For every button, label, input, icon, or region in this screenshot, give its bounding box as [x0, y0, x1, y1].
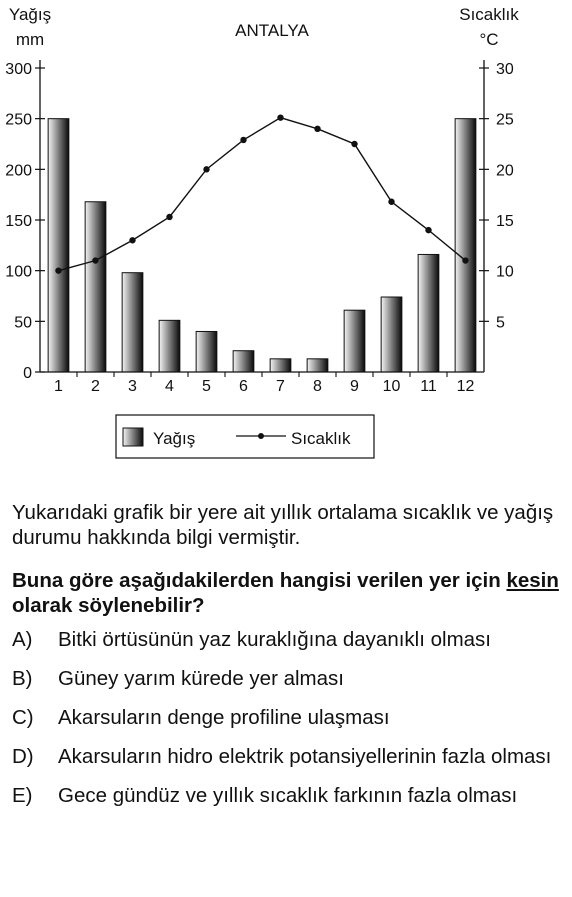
precipitation-bar — [417, 253, 440, 373]
temperature-line — [55, 114, 469, 274]
legend-line-marker — [258, 433, 264, 439]
precipitation-bar — [343, 309, 366, 373]
temperature-point — [462, 257, 469, 264]
right-tick-label: 15 — [496, 213, 514, 230]
option-letter: B) — [12, 667, 33, 690]
temperature-point — [314, 125, 321, 132]
temperature-point — [240, 136, 247, 144]
left-tick-label: 0 — [23, 365, 32, 382]
left-tick-label: 250 — [5, 112, 32, 129]
option-c[interactable]: C) Akarsuların denge profiline ulaşması — [12, 706, 568, 730]
left-axis-label-line1: Yağış — [9, 5, 51, 24]
temperature-point — [166, 213, 173, 221]
temperature-point — [55, 267, 62, 274]
left-tick-label: 100 — [5, 264, 32, 281]
temperature-point — [203, 166, 210, 173]
option-d[interactable]: D) Akarsuların hidro elektrik potansiyell… — [12, 745, 568, 769]
x-tick-label: 12 — [457, 378, 475, 395]
x-tick-label: 1 — [54, 378, 63, 395]
option-text: Bitki örtüsünün yaz kuraklığına dayanıkl… — [58, 628, 491, 651]
x-tick-label: 9 — [350, 378, 359, 395]
precipitation-bar — [454, 118, 477, 373]
x-tick-label: 4 — [165, 378, 174, 395]
x-tick-label: 10 — [383, 378, 401, 395]
x-tick-label: 2 — [91, 378, 100, 395]
precipitation-bar — [269, 358, 292, 373]
right-tick-label: 20 — [496, 162, 514, 179]
option-letter: D) — [12, 745, 34, 768]
right-tick-label: 5 — [496, 314, 505, 331]
right-axis-label-line1: Sıcaklık — [459, 5, 519, 24]
precipitation-bars — [47, 118, 477, 373]
chart-legend: Yağış Sıcaklık — [115, 414, 375, 459]
question-prompt: Buna göre aşağıdakilerden hangisi verile… — [12, 568, 568, 618]
precipitation-bar — [232, 350, 255, 373]
left-axis-label-line2: mm — [16, 30, 44, 49]
temperature-point — [351, 140, 358, 148]
precipitation-bar — [121, 272, 144, 373]
left-tick-label: 50 — [14, 314, 32, 331]
option-letter: A) — [12, 628, 33, 651]
option-text: Gece gündüz ve yıllık sıcaklık farkının … — [58, 784, 518, 807]
prompt-text-end: olarak söylenebilir? — [12, 594, 205, 617]
legend-line-label: Sıcaklık — [291, 429, 351, 448]
left-tick-label: 200 — [5, 162, 32, 179]
right-axis-label-line2: °C — [479, 30, 498, 49]
temperature-point — [388, 198, 395, 205]
legend-bar-label: Yağış — [153, 429, 195, 448]
x-tick-label: 3 — [128, 378, 137, 395]
precipitation-bar — [47, 118, 70, 373]
option-b[interactable]: B) Güney yarım kürede yer alması — [12, 667, 568, 691]
temperature-point — [129, 237, 136, 244]
temperature-point — [92, 257, 99, 264]
precipitation-bar — [84, 201, 107, 373]
x-tick-label: 7 — [276, 378, 285, 395]
right-tick-label: 10 — [496, 264, 514, 281]
temperature-polyline — [58, 116, 466, 272]
question-block: Yukarıdaki grafik bir yere ait yıllık or… — [12, 500, 568, 823]
x-tick-label: 6 — [239, 378, 248, 395]
option-a[interactable]: A) Bitki örtüsünün yaz kuraklığına dayanı… — [12, 628, 568, 652]
left-tick-label: 150 — [5, 213, 32, 230]
option-letter: C) — [12, 706, 34, 729]
option-text: Akarsuların denge profiline ulaşması — [58, 706, 390, 729]
right-tick-label: 25 — [496, 112, 514, 129]
x-tick-label: 8 — [313, 378, 322, 395]
climate-chart: ANTALYA Yağış mm Sıcaklık °C 0 50 100 150 20… — [5, 5, 519, 459]
precipitation-bar — [306, 358, 329, 373]
temperature-point — [425, 226, 432, 234]
precipitation-bar — [380, 296, 403, 373]
option-e[interactable]: E) Gece gündüz ve yıllık sıcaklık farkını… — [12, 784, 568, 808]
x-tick-label: 11 — [420, 378, 437, 395]
option-text: Akarsuların hidro elektrik potansiyeller… — [58, 745, 552, 768]
chart-title: ANTALYA — [235, 21, 309, 40]
precipitation-bar — [195, 330, 218, 373]
legend-bar-swatch — [122, 427, 144, 447]
prompt-emphasis: kesin — [506, 569, 559, 592]
prompt-text-start: Buna göre aşağıdakilerden hangisi verile… — [12, 569, 507, 592]
temperature-point — [277, 114, 284, 121]
precipitation-bar — [158, 319, 181, 373]
left-tick-label: 300 — [5, 61, 32, 78]
option-letter: E) — [12, 784, 33, 807]
right-tick-label: 30 — [496, 61, 514, 78]
option-text: Güney yarım kürede yer alması — [58, 667, 344, 690]
question-intro: Yukarıdaki grafik bir yere ait yıllık or… — [12, 501, 554, 549]
x-tick-label: 5 — [202, 378, 211, 395]
